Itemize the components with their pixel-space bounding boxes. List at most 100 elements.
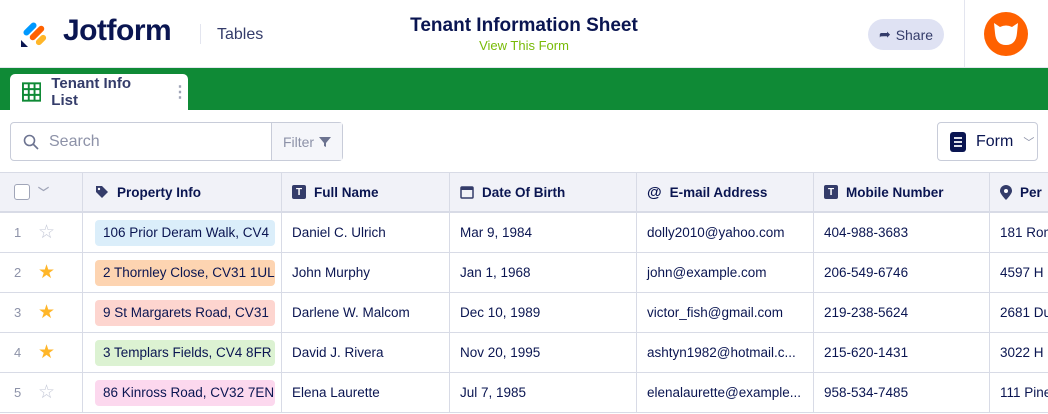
column-header-property-info[interactable]: Property Info bbox=[83, 173, 282, 211]
star-filled-icon[interactable]: ★ bbox=[38, 302, 56, 323]
row-number: 5 bbox=[14, 385, 22, 400]
column-header-mobile-number[interactable]: T Mobile Number bbox=[814, 173, 990, 211]
row-number: 4 bbox=[14, 345, 22, 360]
star-outline-icon[interactable]: ☆ bbox=[38, 222, 56, 243]
property-info-cell[interactable]: 106 Prior Deram Walk, CV4 bbox=[83, 213, 282, 252]
mobile-number-cell[interactable]: 404-988-3683 bbox=[814, 213, 990, 252]
select-all-checkbox[interactable] bbox=[14, 184, 30, 200]
share-button[interactable]: ➦ Share bbox=[868, 19, 944, 50]
location-pin-icon bbox=[1000, 184, 1012, 200]
divider bbox=[964, 0, 965, 68]
jotform-logo-icon bbox=[21, 22, 47, 47]
column-header-email[interactable]: @ E-mail Address bbox=[637, 173, 814, 211]
tab-tenant-info-list[interactable]: Tenant Info List ⋮ bbox=[10, 74, 188, 110]
calendar-icon bbox=[460, 186, 474, 199]
column-label: Full Name bbox=[314, 184, 379, 200]
form-view-button[interactable]: Form ﹀ bbox=[937, 122, 1038, 161]
date-of-birth-cell[interactable]: Mar 9, 1984 bbox=[450, 213, 637, 252]
table-header: ﹀ Property Info T Full Name Date Of Birth… bbox=[0, 173, 1048, 213]
property-info-cell[interactable]: 2 Thornley Close, CV31 1UL bbox=[83, 253, 282, 292]
table-row[interactable]: 1 ☆ 106 Prior Deram Walk, CV4 Daniel C. U… bbox=[0, 213, 1048, 253]
address-cell[interactable]: 181 Rom bbox=[1000, 225, 1048, 240]
row-number: 2 bbox=[14, 265, 22, 280]
data-table: ﹀ Property Info T Full Name Date Of Birth… bbox=[0, 172, 1048, 413]
property-info-cell[interactable]: 9 St Margarets Road, CV31 bbox=[83, 293, 282, 332]
tag-icon bbox=[96, 186, 108, 198]
full-name-cell[interactable]: David J. Rivera bbox=[282, 333, 450, 372]
divider bbox=[200, 24, 201, 44]
chevron-down-icon[interactable]: ﹀ bbox=[38, 187, 49, 199]
address-cell[interactable]: 4597 H bbox=[1000, 265, 1044, 280]
form-title: Tenant Information Sheet bbox=[410, 15, 638, 36]
avatar[interactable] bbox=[984, 12, 1028, 56]
property-tag: 2 Thornley Close, CV31 1UL bbox=[95, 259, 275, 286]
row-controls: 4 ★ bbox=[0, 333, 83, 372]
email-cell[interactable]: elenalaurette@example... bbox=[637, 373, 814, 412]
email-cell[interactable]: ashtyn1982@hotmail.c... bbox=[637, 333, 814, 372]
star-outline-icon[interactable]: ☆ bbox=[38, 382, 56, 403]
star-filled-icon[interactable]: ★ bbox=[38, 262, 56, 283]
brand-name[interactable]: Jotform bbox=[63, 14, 172, 47]
search-bar: Search Filter bbox=[10, 122, 343, 161]
table-row[interactable]: 2 ★ 2 Thornley Close, CV31 1UL John Murph… bbox=[0, 253, 1048, 293]
filter-button[interactable]: Filter bbox=[271, 123, 342, 160]
share-label: Share bbox=[895, 26, 934, 43]
full-name-cell[interactable]: Darlene W. Malcom bbox=[282, 293, 450, 332]
search-placeholder: Search bbox=[49, 132, 100, 150]
email-cell[interactable]: john@example.com bbox=[637, 253, 814, 292]
row-controls: 1 ☆ bbox=[0, 213, 83, 252]
property-info-cell[interactable]: 3 Templars Fields, CV4 8FR bbox=[83, 333, 282, 372]
date-of-birth-cell[interactable]: Jul 7, 1985 bbox=[450, 373, 637, 412]
full-name-cell[interactable]: John Murphy bbox=[282, 253, 450, 292]
star-filled-icon[interactable]: ★ bbox=[38, 342, 56, 363]
full-name-cell[interactable]: Daniel C. Ulrich bbox=[282, 213, 450, 252]
filter-label: Filter bbox=[282, 133, 315, 150]
at-icon: @ bbox=[647, 183, 662, 201]
mobile-number-cell[interactable]: 215-620-1431 bbox=[814, 333, 990, 372]
date-of-birth-cell[interactable]: Nov 20, 1995 bbox=[450, 333, 637, 372]
mobile-number-cell[interactable]: 958-534-7485 bbox=[814, 373, 990, 412]
row-controls: 2 ★ bbox=[0, 253, 83, 292]
mobile-number-cell[interactable]: 206-549-6746 bbox=[814, 253, 990, 292]
search-input[interactable]: Search bbox=[11, 123, 271, 160]
full-name-cell[interactable]: Elena Laurette bbox=[282, 373, 450, 412]
email-cell[interactable]: dolly2010@yahoo.com bbox=[637, 213, 814, 252]
property-info-cell[interactable]: 86 Kinross Road, CV32 7EN bbox=[83, 373, 282, 412]
text-icon: T bbox=[292, 185, 306, 199]
date-of-birth-cell[interactable]: Dec 10, 1989 bbox=[450, 293, 637, 332]
column-label: Date Of Birth bbox=[482, 184, 566, 200]
tab-label: Tenant Info List bbox=[51, 75, 132, 109]
more-options-icon[interactable]: ⋮ bbox=[172, 84, 188, 101]
form-document-icon bbox=[950, 131, 966, 152]
table-grid-icon bbox=[22, 82, 42, 102]
select-all-cell: ﹀ bbox=[0, 173, 83, 211]
top-bar: Jotform Tables Tenant Information Sheet … bbox=[0, 0, 1048, 68]
form-label: Form bbox=[976, 132, 1014, 150]
table-row[interactable]: 3 ★ 9 St Margarets Road, CV31 Darlene W. … bbox=[0, 293, 1048, 333]
email-cell[interactable]: victor_fish@gmail.com bbox=[637, 293, 814, 332]
column-header-date-of-birth[interactable]: Date Of Birth bbox=[450, 173, 637, 211]
share-arrow-icon: ➦ bbox=[878, 26, 891, 42]
table-row[interactable]: 5 ☆ 86 Kinross Road, CV32 7EN Elena Laure… bbox=[0, 373, 1048, 413]
search-icon bbox=[23, 134, 39, 150]
address-cell[interactable]: 2681 Du bbox=[1000, 305, 1048, 320]
row-number: 3 bbox=[14, 305, 22, 320]
column-label: Per bbox=[1020, 184, 1042, 200]
row-controls: 3 ★ bbox=[0, 293, 83, 332]
address-cell[interactable]: 111 Pine bbox=[1000, 385, 1048, 400]
chevron-down-icon: ﹀ bbox=[1023, 136, 1035, 149]
view-form-link[interactable]: View This Form bbox=[479, 38, 569, 53]
property-tag: 86 Kinross Road, CV32 7EN bbox=[95, 379, 275, 406]
mobile-number-cell[interactable]: 219-238-5624 bbox=[814, 293, 990, 332]
product-name[interactable]: Tables bbox=[217, 26, 264, 43]
column-header-per[interactable]: Per bbox=[990, 173, 1048, 211]
row-number: 1 bbox=[14, 225, 22, 240]
date-of-birth-cell[interactable]: Jan 1, 1968 bbox=[450, 253, 637, 292]
table-row[interactable]: 4 ★ 3 Templars Fields, CV4 8FR David J. R… bbox=[0, 333, 1048, 373]
column-header-full-name[interactable]: T Full Name bbox=[282, 173, 450, 211]
funnel-icon bbox=[319, 136, 332, 147]
property-tag: 3 Templars Fields, CV4 8FR bbox=[95, 339, 275, 366]
row-controls: 5 ☆ bbox=[0, 373, 83, 412]
address-cell[interactable]: 3022 H bbox=[1000, 345, 1044, 360]
column-label: E-mail Address bbox=[669, 184, 768, 200]
